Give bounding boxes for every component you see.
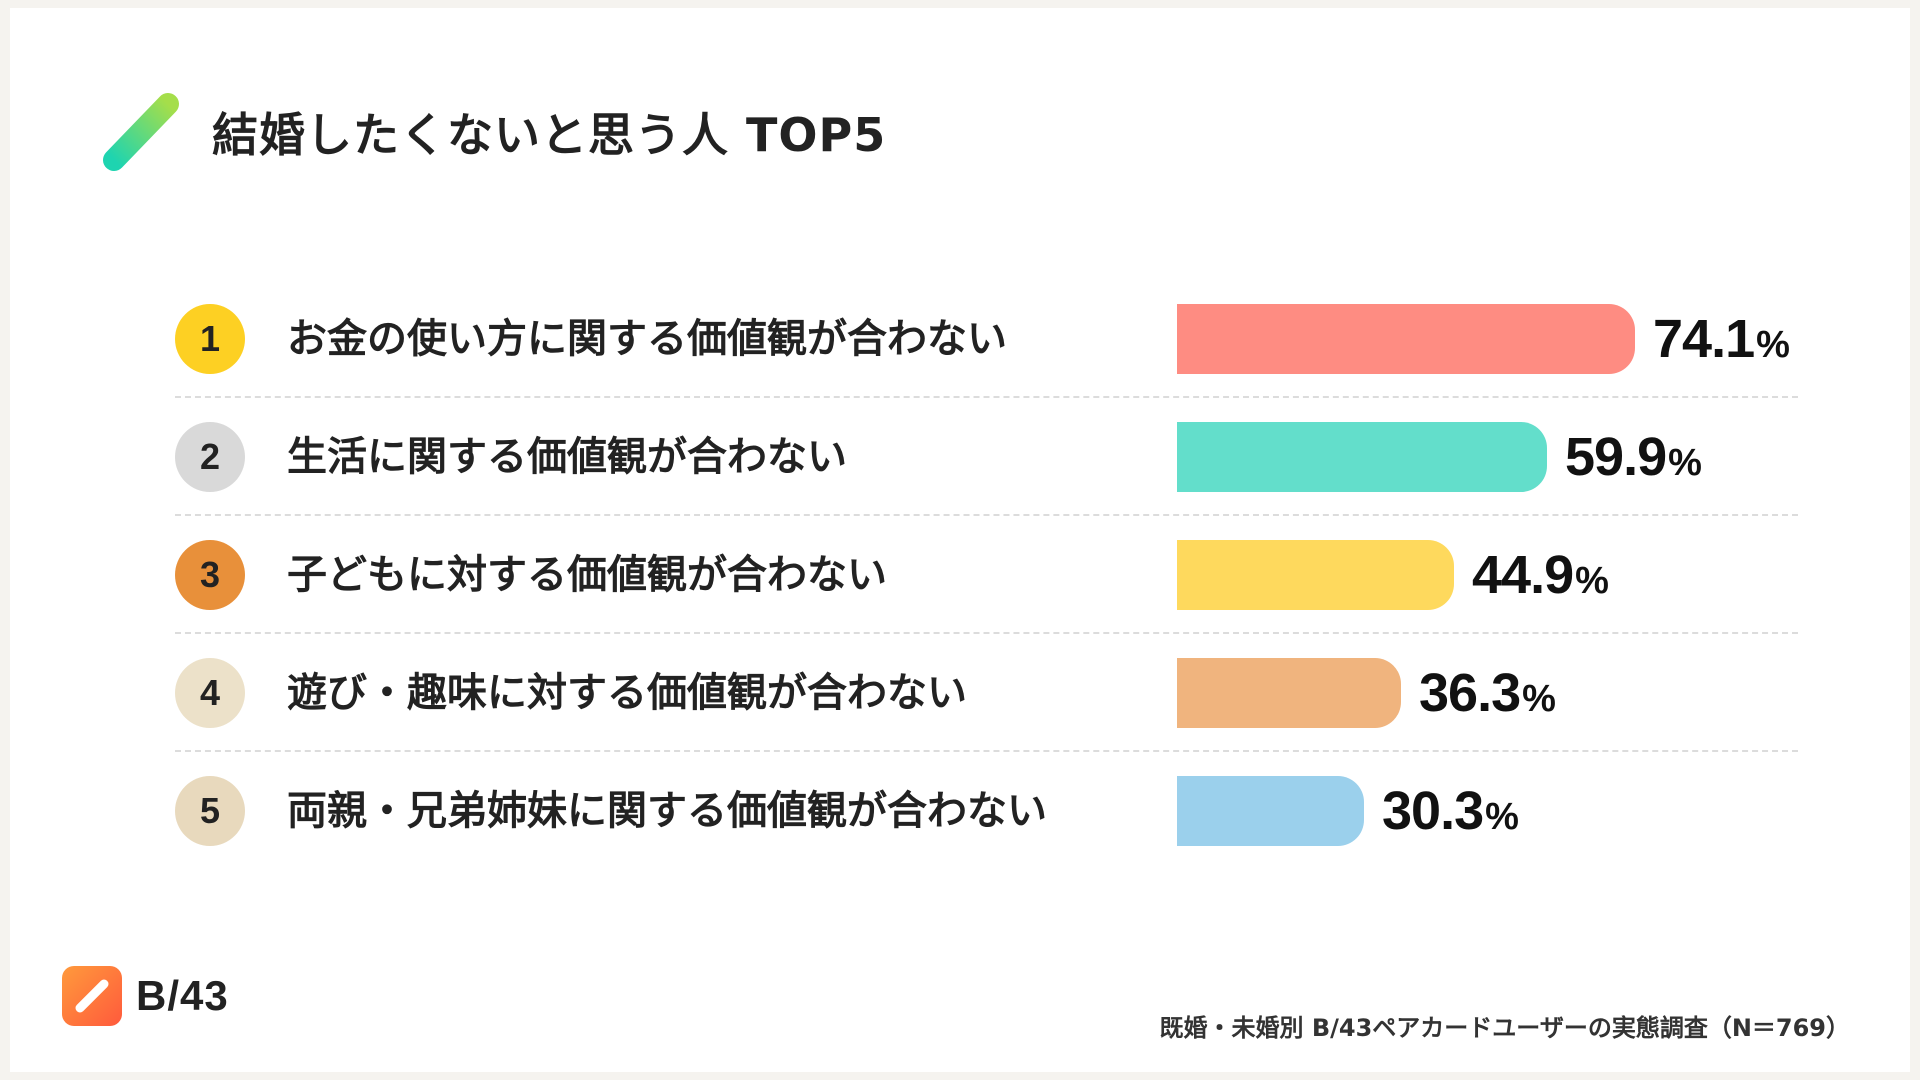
title-row: 結婚したくないと思う人 TOP5 [100, 92, 886, 172]
chart-title: 結婚したくないと思う人 TOP5 [212, 108, 887, 162]
rank-badge: 1 [175, 304, 245, 374]
chart-row: 3 子どもに対する価値観が合わない 44.9% [175, 516, 1798, 634]
source-note: 既婚・未婚別 B/43ペアカードユーザーの実態調査（N＝769） [1159, 1014, 1850, 1042]
rank-badge: 4 [175, 658, 245, 728]
infographic-card: 結婚したくないと思う人 TOP5 1 お金の使い方に関する価値観が合わない 74.1… [10, 8, 1910, 1072]
chart-row: 1 お金の使い方に関する価値観が合わない 74.1% [175, 280, 1798, 398]
bar [1177, 422, 1547, 492]
value-label: 30.3% [1382, 752, 1519, 870]
percent-unit: % [1575, 560, 1609, 602]
brand-name: B/43 [136, 972, 229, 1019]
value-number: 44.9 [1472, 545, 1574, 605]
row-divider [175, 632, 1798, 634]
category-label: 子どもに対する価値観が合わない [287, 552, 887, 598]
rank-badge: 2 [175, 422, 245, 492]
category-label: お金の使い方に関する価値観が合わない [287, 316, 1007, 362]
category-label: 生活に関する価値観が合わない [287, 434, 847, 480]
value-number: 59.9 [1565, 427, 1667, 487]
percent-unit: % [1668, 442, 1702, 484]
row-divider [175, 396, 1798, 398]
category-label: 遊び・趣味に対する価値観が合わない [287, 670, 967, 716]
value-label: 59.9% [1565, 398, 1702, 516]
brand: B/43 [62, 966, 229, 1026]
b43-logo-icon [62, 966, 122, 1026]
value-number: 36.3 [1419, 663, 1521, 723]
percent-unit: % [1756, 324, 1790, 366]
pen-stroke-icon [100, 92, 192, 172]
percent-unit: % [1485, 796, 1519, 838]
rank-badge: 5 [175, 776, 245, 846]
value-number: 30.3 [1382, 781, 1484, 841]
value-number: 74.1 [1653, 309, 1755, 369]
value-label: 44.9% [1472, 516, 1609, 634]
chart-row: 5 両親・兄弟姉妹に関する価値観が合わない 30.3% [175, 752, 1798, 870]
category-label: 両親・兄弟姉妹に関する価値観が合わない [287, 788, 1047, 834]
row-divider [175, 750, 1798, 752]
chart-row: 4 遊び・趣味に対する価値観が合わない 36.3% [175, 634, 1798, 752]
bar [1177, 658, 1401, 728]
row-divider [175, 514, 1798, 516]
bar [1177, 776, 1364, 846]
chart-row: 2 生活に関する価値観が合わない 59.9% [175, 398, 1798, 516]
value-label: 74.1% [1653, 280, 1790, 398]
bar [1177, 304, 1635, 374]
bar [1177, 540, 1454, 610]
value-label: 36.3% [1419, 634, 1556, 752]
percent-unit: % [1522, 678, 1556, 720]
ranking-bar-chart: 1 お金の使い方に関する価値観が合わない 74.1% 2 生活に関する価値観が合わない 5… [10, 8, 1910, 1072]
rank-badge: 3 [175, 540, 245, 610]
